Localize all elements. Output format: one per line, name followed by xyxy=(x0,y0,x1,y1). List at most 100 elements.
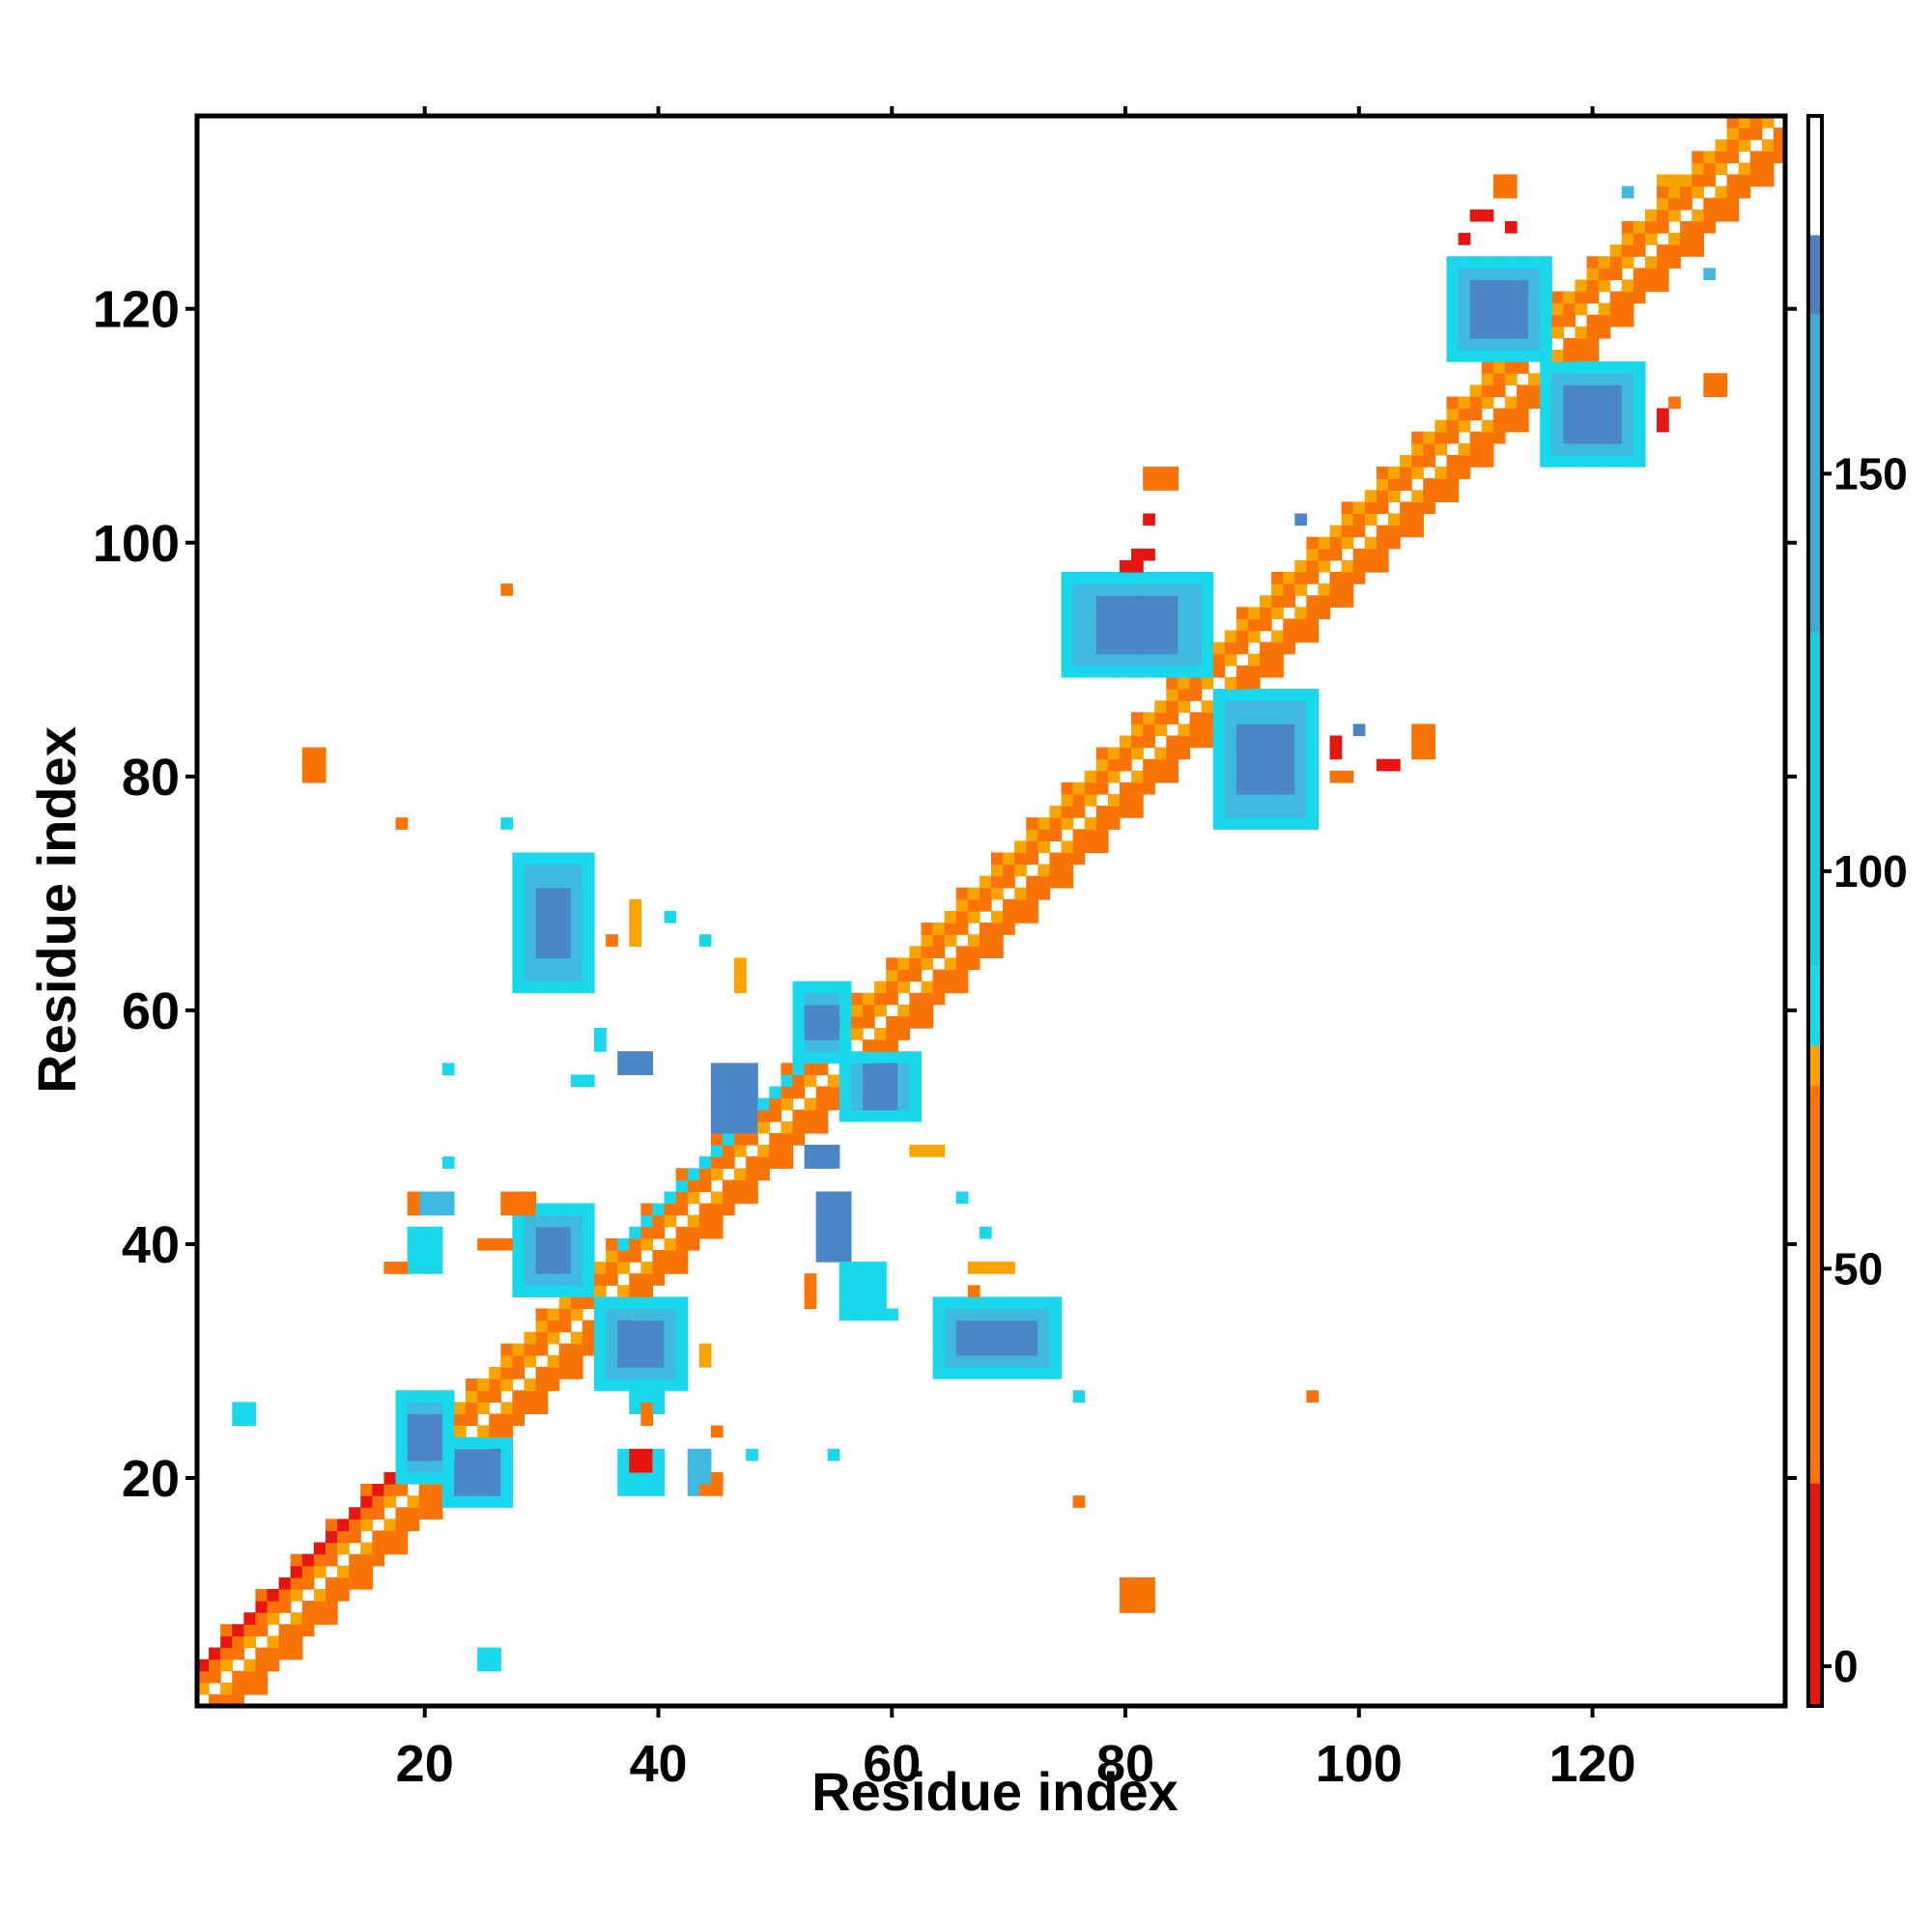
heatmap-cell xyxy=(617,1471,630,1485)
heatmap-cell xyxy=(1072,641,1086,655)
heatmap-cell xyxy=(827,1448,840,1462)
heatmap-cell xyxy=(617,1367,630,1379)
heatmap-cell xyxy=(1575,326,1588,339)
heatmap-cell xyxy=(1154,478,1167,491)
heatmap-cell xyxy=(640,1320,654,1333)
heatmap-cell xyxy=(874,1063,887,1076)
heatmap-cell xyxy=(629,1390,641,1403)
heatmap-cell xyxy=(1492,373,1506,385)
heatmap-cell xyxy=(301,1624,315,1636)
heatmap-cell xyxy=(1563,419,1577,433)
heatmap-cell xyxy=(489,1484,501,1496)
heatmap-cell xyxy=(558,923,572,935)
heatmap-cell xyxy=(278,1635,292,1649)
heatmap-cell xyxy=(921,957,934,971)
heatmap-cell xyxy=(955,1308,969,1321)
heatmap-cell xyxy=(558,1273,572,1286)
heatmap-cell xyxy=(1037,887,1051,900)
heatmap-cell xyxy=(1107,583,1121,596)
heatmap-cell xyxy=(1107,793,1121,807)
heatmap-cell xyxy=(1084,793,1097,807)
heatmap-cell xyxy=(1283,572,1295,584)
heatmap-cell xyxy=(1516,268,1529,281)
heatmap-cell xyxy=(1294,618,1307,632)
heatmap-cell xyxy=(1586,314,1600,327)
colorbar-tick-label: 50 xyxy=(1833,1243,1883,1293)
heatmap-cell xyxy=(1014,911,1027,923)
heatmap-cell xyxy=(255,1670,269,1684)
heatmap-cell xyxy=(1107,630,1121,643)
heatmap-cell xyxy=(874,1074,887,1088)
heatmap-cell xyxy=(1469,396,1483,410)
heatmap-cell xyxy=(1119,806,1132,818)
heatmap-cell xyxy=(1703,220,1717,234)
heatmap-cell xyxy=(1435,419,1448,433)
heatmap-cell xyxy=(1586,361,1600,374)
heatmap-cell xyxy=(1061,607,1074,620)
heatmap-cell xyxy=(1143,1577,1155,1590)
heatmap-cell xyxy=(1726,139,1740,152)
heatmap-cell xyxy=(863,1097,875,1111)
heatmap-cell xyxy=(1236,817,1249,830)
heatmap-cell xyxy=(477,1460,490,1473)
heatmap-cell xyxy=(1084,829,1097,841)
heatmap-cell xyxy=(1037,1331,1051,1345)
heatmap-cell xyxy=(746,1168,758,1180)
heatmap-cell xyxy=(1061,641,1074,655)
heatmap-cell xyxy=(815,1063,829,1076)
heatmap-cell xyxy=(1540,442,1552,456)
heatmap-cell xyxy=(255,1588,269,1602)
heatmap-cell xyxy=(897,1086,910,1099)
heatmap-cell xyxy=(407,1495,420,1508)
heatmap-cell xyxy=(1446,291,1460,304)
heatmap-cell xyxy=(1458,279,1471,293)
heatmap-cell xyxy=(1003,1320,1015,1333)
heatmap-cell xyxy=(1224,700,1237,713)
heatmap-cell xyxy=(1644,220,1658,234)
heatmap-cell xyxy=(781,1063,794,1076)
heatmap-cell xyxy=(886,1109,898,1122)
heatmap-cell xyxy=(1318,536,1331,550)
heatmap-cell xyxy=(944,980,957,994)
heatmap-cell xyxy=(640,1390,654,1403)
heatmap-cell xyxy=(1247,781,1261,795)
heatmap-cell xyxy=(535,1203,549,1216)
heatmap-cell xyxy=(594,1039,607,1052)
heatmap-cell xyxy=(617,1343,630,1356)
heatmap-cell xyxy=(1306,735,1320,749)
heatmap-cell xyxy=(1131,793,1144,807)
heatmap-cell xyxy=(1481,302,1494,316)
heatmap-cell xyxy=(1528,302,1541,316)
heatmap-cell xyxy=(418,1425,432,1438)
heatmap-cell xyxy=(1306,781,1320,795)
heatmap-cell xyxy=(1598,326,1611,339)
heatmap-cell xyxy=(1166,735,1179,749)
heatmap-cell xyxy=(1481,291,1494,304)
heatmap-cell xyxy=(932,1145,946,1157)
heatmap-cell xyxy=(1166,712,1179,724)
heatmap-cell xyxy=(1633,220,1646,234)
heatmap-cell xyxy=(991,946,1004,959)
heatmap-cell xyxy=(1166,665,1179,678)
heatmap-cell xyxy=(1131,747,1144,760)
heatmap-cell xyxy=(1154,758,1167,772)
colorbar-band xyxy=(1808,1086,1822,1484)
heatmap-cell xyxy=(1516,350,1529,362)
heatmap-cell xyxy=(220,1659,233,1672)
heatmap-cell xyxy=(838,1262,852,1274)
heatmap-cell xyxy=(1469,291,1483,304)
heatmap-cell xyxy=(1435,490,1448,502)
heatmap-cell xyxy=(1657,419,1669,433)
heatmap-cell xyxy=(220,1693,233,1707)
heatmap-cell xyxy=(991,923,1004,935)
heatmap-cell xyxy=(991,1331,1004,1345)
heatmap-cell xyxy=(360,1577,373,1590)
heatmap-cell xyxy=(850,1004,864,1017)
heatmap-cell xyxy=(441,1063,455,1076)
heatmap-cell xyxy=(1657,256,1669,269)
heatmap-cell xyxy=(710,1145,724,1157)
heatmap-cell xyxy=(1095,618,1109,632)
heatmap-cell xyxy=(1026,911,1038,923)
heatmap-cell xyxy=(547,852,560,866)
